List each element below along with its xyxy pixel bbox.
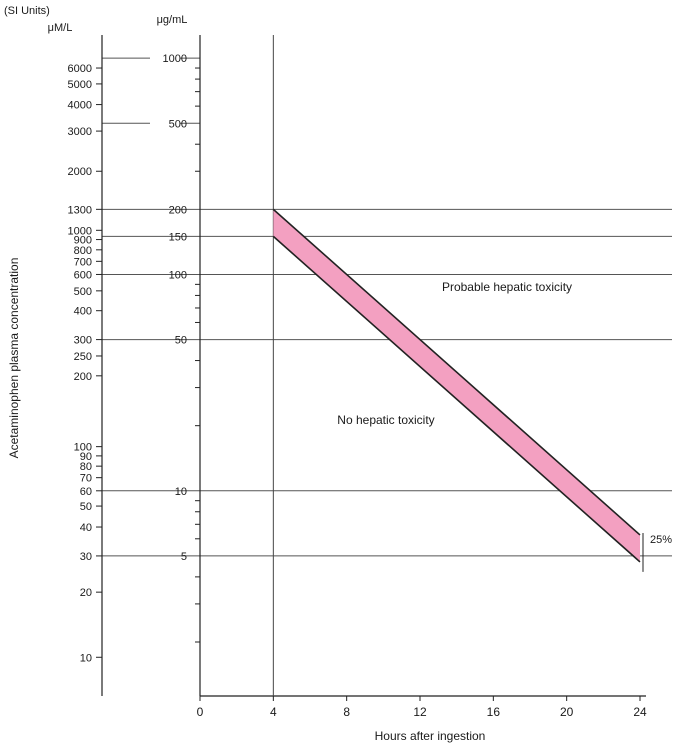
x-axis-label: Hours after ingestion xyxy=(375,729,486,743)
treatment-band xyxy=(272,208,644,572)
y-axis-label: Acetaminophen plasma concentration xyxy=(7,258,21,459)
si-units-header: (SI Units) xyxy=(4,5,50,17)
x-tick-label-0: 0 xyxy=(197,705,204,719)
si-tick-label-1000: 1000 xyxy=(68,225,92,237)
si-tick-label-300: 300 xyxy=(74,335,92,347)
si-tick-label-40: 40 xyxy=(80,522,92,534)
mass-tick-label-50: 50 xyxy=(175,335,187,347)
x-tick-label-16: 16 xyxy=(487,705,501,719)
si-tick-label-900: 900 xyxy=(74,235,92,247)
annotation-no-toxicity: No hepatic toxicity xyxy=(337,413,434,427)
band-fill xyxy=(273,209,640,562)
si-tick-label-90: 90 xyxy=(80,451,92,463)
si-tick-label-800: 800 xyxy=(74,245,92,257)
axes xyxy=(101,35,646,697)
gridlines xyxy=(102,57,672,557)
si-tick-label-100: 100 xyxy=(74,442,92,454)
x-tick-label-12: 12 xyxy=(413,705,427,719)
si-tick-label-400: 400 xyxy=(74,306,92,318)
si-tick-label-700: 700 xyxy=(74,256,92,268)
x-tick-label-24: 24 xyxy=(633,705,647,719)
si-tick-label-2000: 2000 xyxy=(68,166,92,178)
si-tick-label-600: 600 xyxy=(74,269,92,281)
si-tick-label-20: 20 xyxy=(80,587,92,599)
mass-tick-label-200: 200 xyxy=(169,204,187,216)
si-tick-label-500: 500 xyxy=(74,286,92,298)
x-tick-label-8: 8 xyxy=(343,705,350,719)
si-tick-label-70: 70 xyxy=(80,473,92,485)
si-tick-label-80: 80 xyxy=(80,461,92,473)
si-tick-label-200: 200 xyxy=(74,371,92,383)
si-tick-label-60: 60 xyxy=(80,486,92,498)
si-tick-label-4000: 4000 xyxy=(68,100,92,112)
annotation-probable-toxicity: Probable hepatic toxicity xyxy=(442,280,572,294)
si-tick-label-6000: 6000 xyxy=(68,63,92,75)
mass-tick-label-500: 500 xyxy=(169,118,187,130)
mass-tick-label-10: 10 xyxy=(175,486,187,498)
si-axis-label: μM/L xyxy=(48,22,73,34)
band-lower-line xyxy=(272,235,641,563)
si-tick-label-3000: 3000 xyxy=(68,126,92,138)
mass-axis-label: μg/mL xyxy=(157,14,188,26)
mass-tick-label-1000: 1000 xyxy=(163,53,187,65)
si-tick-label-250: 250 xyxy=(74,351,92,363)
si-tick-label-30: 30 xyxy=(80,551,92,563)
x-tick-label-4: 4 xyxy=(270,705,277,719)
mass-tick-label-150: 150 xyxy=(169,231,187,243)
si-tick-label-50: 50 xyxy=(80,501,92,513)
band-upper-line xyxy=(272,208,641,536)
si-tick-label-1300: 1300 xyxy=(68,204,92,216)
si-tick-label-10: 10 xyxy=(80,652,92,664)
mass-tick-label-5: 5 xyxy=(181,551,187,563)
mass-tick-label-100: 100 xyxy=(169,269,187,281)
si-tick-label-5000: 5000 xyxy=(68,79,92,91)
annotation-band-width: 25% xyxy=(650,534,672,546)
ticks: 0 4 8 12 16 20 24 1000 500 200 150 100 50 10 5 6000 5000… xyxy=(68,53,647,719)
x-tick-label-20: 20 xyxy=(560,705,574,719)
